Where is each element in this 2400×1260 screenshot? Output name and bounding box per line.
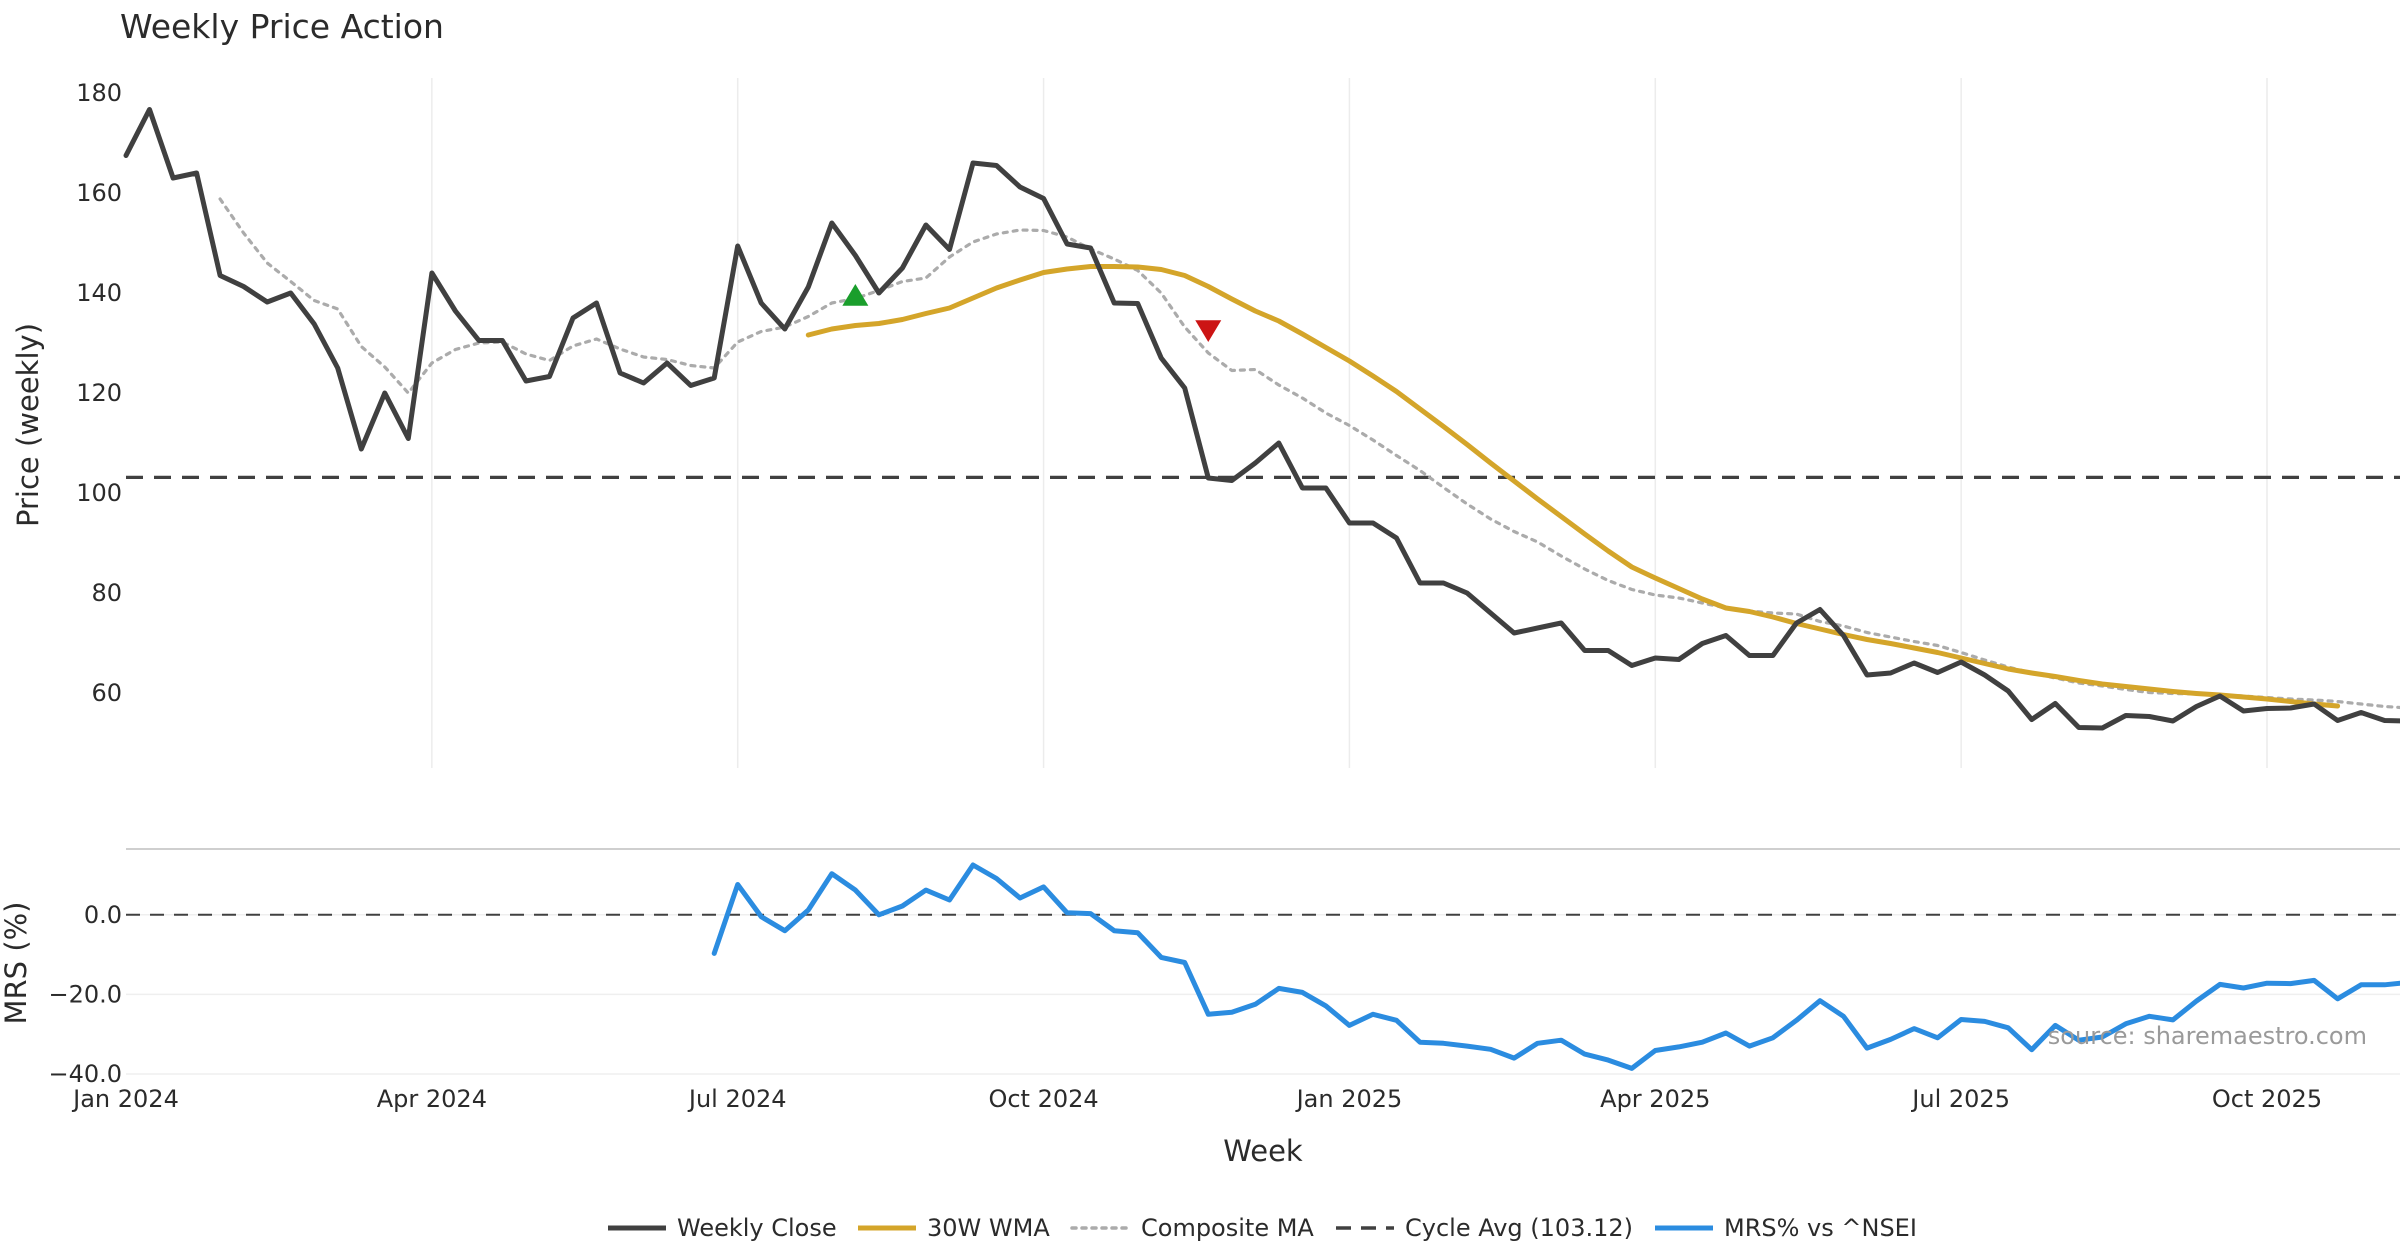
- series-line-30w-wma[interactable]: [805, 264, 2341, 709]
- price-y-tick-label: 160: [76, 179, 122, 207]
- x-tick-label: Jan 2024: [71, 1085, 179, 1113]
- signal-markers: [842, 284, 1222, 342]
- price-y-tick-label: 80: [91, 579, 122, 607]
- legend-label: Weekly Close: [677, 1214, 837, 1242]
- x-tick-label: Jul 2025: [1910, 1085, 2010, 1113]
- x-tick-label: Apr 2025: [1600, 1085, 1710, 1113]
- price-y-tick-label: 140: [76, 279, 122, 307]
- mrs-y-tick-label: −20.0: [48, 980, 122, 1008]
- legend-label: MRS% vs ^NSEI: [1724, 1214, 1917, 1242]
- price-y-ticks: 60 80 100 120 140 160 180: [76, 79, 122, 707]
- x-tick-label: Oct 2024: [988, 1085, 1098, 1113]
- series-line-weekly-close[interactable]: [123, 107, 2400, 731]
- legend-item[interactable]: Weekly Close: [608, 1214, 837, 1242]
- source-note: source: sharemaestro.com: [2048, 1022, 2367, 1050]
- mrs-series-group: [711, 862, 2400, 1071]
- price-series-group: [123, 107, 2400, 731]
- series-line-mrs-vs-nsei[interactable]: [711, 862, 2400, 1071]
- price-y-tick-label: 120: [76, 379, 122, 407]
- legend-item[interactable]: Cycle Avg (103.12): [1336, 1214, 1633, 1242]
- x-tick-label: Jan 2025: [1295, 1085, 1403, 1113]
- price-y-tick-label: 60: [91, 679, 122, 707]
- mrs-y-axis-label: MRS (%): [0, 902, 33, 1025]
- sell-signal-marker[interactable]: [1195, 320, 1222, 342]
- mrs-y-ticks: 0.0 −20.0 −40.0: [48, 901, 122, 1088]
- x-tick-label: Jul 2024: [687, 1085, 787, 1113]
- price-grid: [431, 78, 2268, 768]
- series-line-composite-ma[interactable]: [218, 197, 2400, 710]
- price-y-axis-label: Price (weekly): [11, 323, 45, 527]
- legend-label: Composite MA: [1141, 1214, 1314, 1242]
- x-ticks: Jan 2024 Apr 2024 Jul 2024 Oct 2024 Jan 2025…: [71, 1085, 2322, 1113]
- x-tick-label: Apr 2024: [377, 1085, 487, 1113]
- x-axis-label: Week: [1223, 1134, 1303, 1168]
- legend-label: 30W WMA: [927, 1214, 1050, 1242]
- mrs-y-tick-label: 0.0: [84, 901, 122, 929]
- price-y-tick-label: 180: [76, 79, 122, 107]
- x-tick-label: Oct 2025: [2212, 1085, 2322, 1113]
- mrs-y-tick-label: −40.0: [48, 1060, 122, 1088]
- legend-item[interactable]: Composite MA: [1070, 1214, 1314, 1242]
- price-y-tick-label: 100: [76, 479, 122, 507]
- chart-title: Weekly Price Action: [120, 7, 444, 46]
- legend-label: Cycle Avg (103.12): [1405, 1214, 1633, 1242]
- legend[interactable]: Weekly Close 30W WMA Composite MA Cycle Avg…: [608, 1214, 1917, 1242]
- legend-item[interactable]: MRS% vs ^NSEI: [1655, 1214, 1917, 1242]
- mrs-grid: [126, 914, 2400, 1075]
- buy-signal-marker[interactable]: [842, 284, 869, 306]
- legend-item[interactable]: 30W WMA: [858, 1214, 1050, 1242]
